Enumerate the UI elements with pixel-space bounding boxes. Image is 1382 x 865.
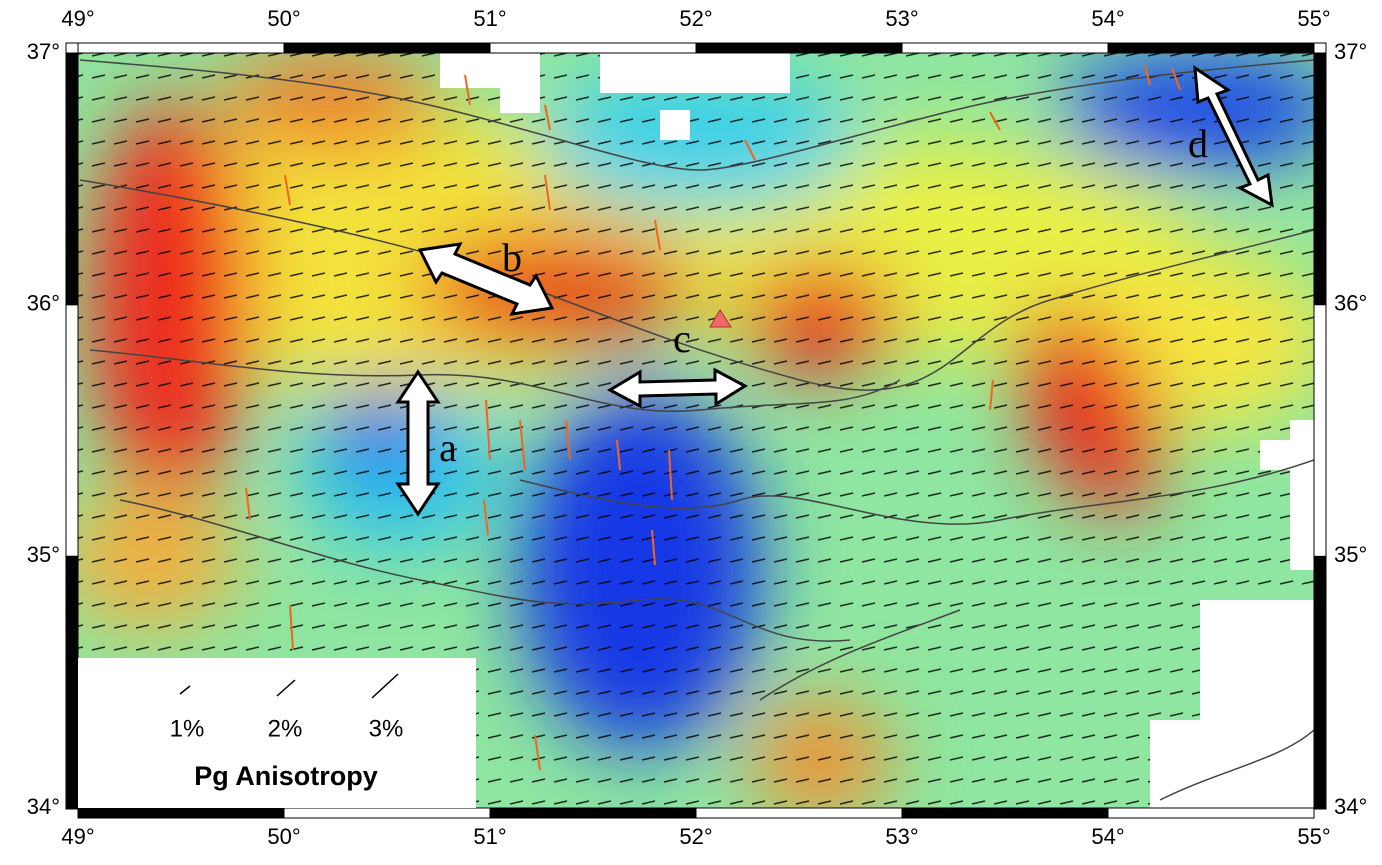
no-coverage (440, 53, 1314, 808)
x-tick-label: 49° (61, 824, 94, 849)
x-tick-label: 50° (267, 824, 300, 849)
x-tick-label: 55° (1297, 824, 1330, 849)
frame-segment (283, 807, 491, 819)
x-tick-label: 51° (473, 6, 506, 31)
y-tick-label: 35° (27, 542, 60, 567)
y-tick-label: 34° (27, 794, 60, 819)
frame-segment (901, 807, 1109, 819)
legend-bar (276, 679, 296, 697)
frame-segment (1107, 807, 1315, 819)
annotation: b (502, 235, 522, 280)
station (709, 309, 732, 328)
x-tick-label: 49° (61, 6, 94, 31)
legend-item: 1% (170, 715, 205, 742)
legend: 1% 2% 3% Pg Anisotropy (78, 658, 476, 808)
frame-segment (65, 304, 79, 557)
frame-segment (695, 807, 903, 819)
motion-arrows (245, 64, 1181, 771)
annotation: a (439, 425, 457, 470)
frame-segment (283, 42, 491, 54)
direction-arrows (395, 65, 1274, 517)
frame-segment (1313, 304, 1327, 557)
frame-segment (695, 42, 903, 54)
faults (79, 59, 1314, 801)
annotation: d (1188, 121, 1208, 166)
frame-segment (65, 52, 79, 306)
y-tick-label: 36° (1334, 290, 1367, 315)
frame-segment (901, 42, 1109, 54)
frame-segment (77, 42, 285, 54)
legend-title: Pg Anisotropy (194, 761, 378, 791)
annotation: c (673, 316, 691, 361)
legend-item: 3% (369, 715, 404, 742)
x-tick-label: 55° (1297, 6, 1330, 31)
frame-segment (77, 807, 285, 819)
y-tick-label: 35° (1334, 542, 1367, 567)
x-tick-label: 53° (885, 6, 918, 31)
frame-segment (65, 555, 79, 809)
legend-bar (179, 685, 191, 695)
y-tick-label: 37° (1334, 39, 1367, 64)
frame-segment (1107, 42, 1315, 54)
x-tick-label: 50° (267, 6, 300, 31)
legend-box (78, 658, 476, 808)
frame-segment (489, 807, 697, 819)
frame-segment (1313, 52, 1327, 306)
y-tick-label: 34° (1334, 794, 1367, 819)
x-tick-label: 51° (473, 824, 506, 849)
y-tick-label: 37° (27, 39, 60, 64)
frame-segment (489, 42, 697, 54)
y-tick-label: 36° (27, 290, 60, 315)
x-tick-label: 54° (1091, 824, 1124, 849)
x-tick-label: 52° (679, 824, 712, 849)
legend-item: 2% (268, 715, 303, 742)
legend-bar (371, 673, 399, 699)
frame-segment (1313, 555, 1327, 809)
x-tick-label: 53° (885, 824, 918, 849)
x-tick-label: 54° (1091, 6, 1124, 31)
frame (65, 42, 1327, 819)
x-tick-label: 52° (679, 6, 712, 31)
